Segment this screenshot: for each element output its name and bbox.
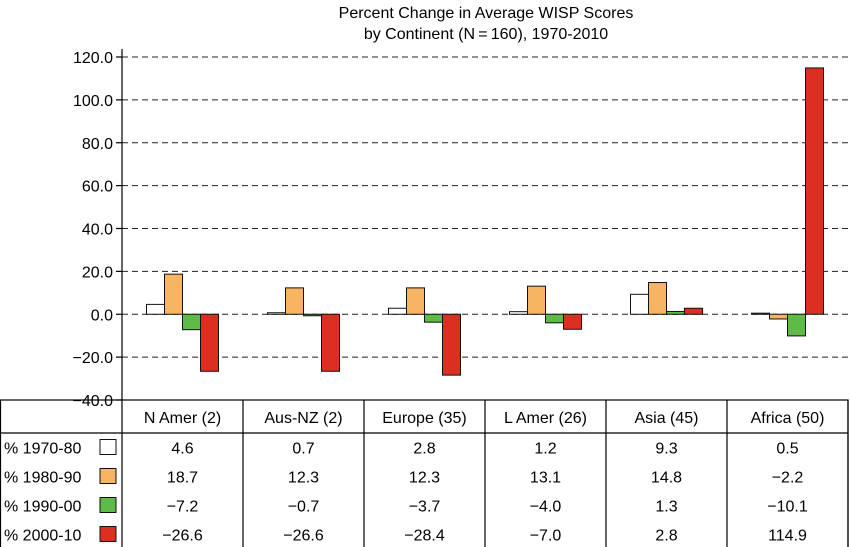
chart-title-line-2: by Continent (N = 160), 1970-2010 — [364, 26, 608, 43]
data-label: −28.4 — [404, 528, 445, 545]
data-label: 12.3 — [409, 470, 440, 487]
y-tick-label: −40.0 — [73, 393, 114, 410]
bar--1990-00-3 — [545, 313, 564, 324]
category-label: Europe (35) — [382, 410, 467, 427]
bar--1970-80-0 — [146, 303, 165, 315]
legend-swatch — [99, 468, 117, 484]
bar--1970-80-2 — [388, 307, 407, 315]
bar--1990-00-5 — [787, 313, 806, 337]
data-label: 2.8 — [655, 528, 677, 545]
bar--1990-00-1 — [303, 313, 322, 317]
data-label: 1.2 — [534, 441, 556, 458]
y-tick-label: 120.0 — [73, 50, 113, 67]
data-label: 14.8 — [651, 470, 682, 487]
data-table: N Amer (2) Aus-NZ (2) Europe (35) L Amer (2… — [0, 399, 849, 547]
bar--2000-10-0 — [200, 313, 219, 372]
legend-swatch — [99, 497, 117, 513]
data-label: 0.5 — [776, 441, 798, 458]
y-tick-label: 20.0 — [82, 264, 113, 281]
category-label: Aus-NZ (2) — [264, 410, 342, 427]
data-label: −26.6 — [283, 528, 324, 545]
data-label: −4.0 — [530, 499, 562, 516]
data-label: −26.6 — [162, 528, 203, 545]
data-label: 0.7 — [292, 441, 314, 458]
data-label: −0.7 — [288, 499, 320, 516]
data-label: 18.7 — [167, 470, 198, 487]
bar--2000-10-1 — [321, 313, 340, 372]
series-label: % 1970-80 — [4, 441, 81, 458]
data-label: 2.8 — [413, 441, 435, 458]
category-label: L Amer (26) — [504, 410, 587, 427]
plot-area: −40.0 −20.0 0.0 20.0 40.0 60.0 80.0 100.0 120.0 — [73, 49, 848, 410]
category-label: N Amer (2) — [144, 410, 221, 427]
legend-swatch — [99, 439, 117, 455]
bar--1980-90-5 — [769, 313, 788, 320]
bar--2000-10-5 — [805, 67, 824, 315]
series-label: % 1990-00 — [4, 499, 81, 516]
data-label: −7.2 — [167, 499, 199, 516]
bar--1990-00-2 — [424, 313, 443, 323]
bar--1980-90-4 — [648, 282, 667, 315]
bar--1970-80-5 — [751, 312, 770, 315]
series-label: % 2000-10 — [4, 528, 81, 545]
bar--1970-80-3 — [509, 311, 528, 315]
bar--1970-80-1 — [267, 312, 286, 315]
data-label: −7.0 — [530, 528, 562, 545]
data-label: 4.6 — [171, 441, 193, 458]
category-label: Asia (45) — [634, 410, 698, 427]
bar--2000-10-3 — [563, 313, 582, 330]
bar--1990-00-0 — [182, 313, 201, 331]
data-label: −3.7 — [409, 499, 441, 516]
category-label: Africa (50) — [751, 410, 825, 427]
data-label: 114.9 — [768, 528, 807, 545]
bar--1980-90-3 — [527, 285, 546, 315]
bar--2000-10-2 — [442, 313, 461, 376]
data-label: 1.3 — [655, 499, 677, 516]
y-tick-label: 100.0 — [73, 93, 113, 110]
bar--1980-90-2 — [406, 287, 425, 315]
y-tick-label: −20.0 — [73, 350, 114, 367]
series-label: % 1980-90 — [4, 470, 81, 487]
y-tick-label: 60.0 — [82, 179, 113, 196]
bar--1990-00-4 — [666, 310, 685, 315]
data-label: −10.1 — [767, 499, 808, 516]
bar--1980-90-1 — [285, 287, 304, 315]
chart-title-line-1: Percent Change in Average WISP Scores — [339, 5, 634, 22]
data-label: 13.1 — [530, 470, 561, 487]
y-tick-label: 40.0 — [82, 222, 113, 239]
y-tick-label: 0.0 — [91, 307, 113, 324]
data-label: −2.2 — [772, 470, 804, 487]
y-tick-label: 80.0 — [82, 136, 113, 153]
bar--1970-80-4 — [630, 293, 649, 315]
data-label: 9.3 — [655, 441, 677, 458]
bar--1980-90-0 — [164, 273, 183, 315]
bar--2000-10-4 — [684, 307, 703, 315]
data-label: 12.3 — [288, 470, 319, 487]
legend-swatch — [99, 526, 117, 542]
